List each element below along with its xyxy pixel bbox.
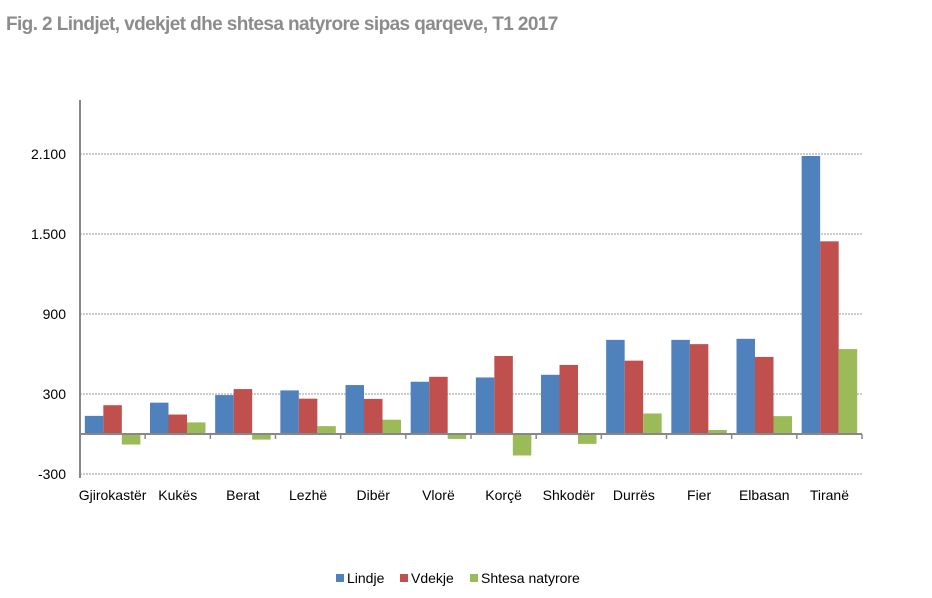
bar-vdekje [820, 241, 839, 434]
x-tick-label: Berat [226, 487, 260, 503]
bar-lindje [541, 374, 560, 434]
bar-vdekje [624, 360, 644, 434]
bar-lindje [410, 381, 430, 434]
bar-lindje [150, 402, 169, 434]
x-tick-label: Gjirokastër [79, 487, 147, 503]
bar-shtesa-natyrore [512, 434, 532, 456]
legend-swatch [400, 574, 408, 582]
bar-shtesa-natyrore [317, 426, 336, 434]
bar-lindje [84, 415, 104, 434]
x-tick-label: Fier [687, 487, 711, 503]
x-tick-label: Lezhë [289, 487, 327, 503]
bar-shtesa-natyrore [447, 434, 467, 439]
bar-shtesa-natyrore [382, 419, 401, 434]
legend-label: Vdekje [411, 570, 454, 586]
x-tick-label: Durrës [613, 487, 655, 503]
bar-shtesa-natyrore [578, 434, 597, 444]
legend-label: Lindje [347, 570, 385, 586]
bar-vdekje [298, 398, 318, 434]
bar-shtesa-natyrore [643, 413, 662, 434]
bar-lindje [345, 385, 364, 434]
y-tick-label: 900 [43, 306, 67, 322]
x-tick-label: Elbasan [739, 487, 790, 503]
bar-lindje [671, 339, 690, 434]
y-tick-label: 2.100 [31, 146, 66, 162]
bar-shtesa-natyrore [838, 349, 858, 434]
bar-vdekje [559, 364, 578, 434]
bar-vdekje [233, 389, 253, 434]
bar-vdekje [689, 344, 709, 434]
y-tick-label: 1.500 [31, 226, 66, 242]
bar-vdekje [755, 356, 774, 434]
bar-shtesa-natyrore [187, 422, 206, 434]
bar-lindje [606, 339, 625, 434]
y-tick-label: -300 [38, 466, 66, 482]
bar-shtesa-natyrore [708, 430, 727, 434]
bar-shtesa-natyrore [773, 416, 792, 434]
bar-vdekje [494, 356, 513, 434]
bar-vdekje [103, 405, 122, 434]
x-tick-label: Kukës [158, 487, 197, 503]
x-tick-label: Korçë [485, 487, 522, 503]
bar-lindje [215, 395, 234, 434]
x-tick-label: Vlorë [422, 487, 455, 503]
bar-vdekje [429, 376, 448, 434]
bar-lindje [475, 377, 495, 434]
legend-swatch [470, 574, 478, 582]
chart-title: Fig. 2 Lindjet, vdekjet dhe shtesa natyr… [6, 14, 558, 35]
legend-swatch [336, 574, 344, 582]
x-tick-label: Dibër [357, 487, 391, 503]
x-tick-label: Tiranë [810, 487, 849, 503]
bar-vdekje [364, 398, 383, 434]
bar-shtesa-natyrore [252, 434, 271, 440]
bar-lindje [801, 156, 821, 434]
bar-shtesa-natyrore [121, 434, 141, 445]
bar-lindje [736, 338, 755, 434]
y-tick-label: 300 [43, 386, 67, 402]
bar-vdekje [168, 414, 187, 434]
x-tick-label: Shkodër [543, 487, 595, 503]
bar-lindje [280, 390, 299, 434]
legend-label: Shtesa natyrore [481, 570, 580, 586]
